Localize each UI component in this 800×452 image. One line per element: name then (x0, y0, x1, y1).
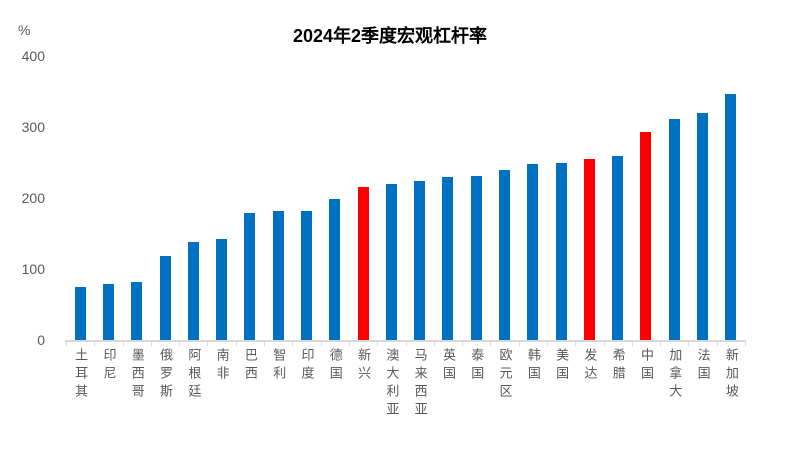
chart-title: 2024年2季度宏观杠杆率 (292, 26, 488, 46)
bar-发达 (583, 158, 595, 340)
bar-泰国 (470, 175, 482, 340)
x-axis-tick (688, 342, 690, 346)
bar-阿根廷 (187, 242, 199, 340)
x-axis-tick (490, 342, 492, 346)
x-axis-tick (462, 342, 464, 346)
x-tick-label: 新加坡 (723, 348, 739, 402)
x-tick-label: 南非 (214, 348, 230, 384)
x-axis-tick (575, 342, 577, 346)
x-tick-label: 法国 (695, 348, 711, 384)
x-tick-label: 发达 (582, 348, 598, 384)
x-axis-line (65, 340, 746, 342)
x-tick-label: 泰国 (469, 348, 485, 384)
y-tick-label: 0 (37, 332, 45, 348)
bar-澳大利亚 (385, 183, 397, 340)
bar-英国 (442, 177, 454, 340)
bar-墨西哥 (131, 282, 143, 340)
x-axis-tick (405, 342, 407, 346)
x-tick-label: 巴西 (242, 348, 258, 384)
x-axis-tick (179, 342, 181, 346)
y-tick-label: 100 (21, 261, 45, 277)
x-tick-label: 加拿大 (667, 348, 683, 402)
bar-俄罗斯 (159, 255, 171, 340)
x-tick-label: 俄罗斯 (158, 348, 174, 402)
x-tick-label: 阿根廷 (186, 348, 202, 402)
bar-加拿大 (668, 119, 680, 340)
bar-印度 (300, 210, 312, 340)
bar-德国 (329, 198, 341, 340)
bar-智利 (272, 211, 284, 340)
x-tick-label: 澳大利亚 (384, 348, 400, 420)
x-tick-label: 马来西亚 (412, 348, 428, 420)
x-tick-label: 英国 (440, 348, 456, 384)
bar-新加坡 (725, 94, 737, 340)
bar-美国 (555, 163, 567, 340)
x-tick-label: 欧元区 (497, 348, 513, 402)
x-axis-tick (292, 342, 294, 346)
x-axis-tick (433, 342, 435, 346)
x-axis-tick (603, 342, 605, 346)
bar-中国 (640, 131, 652, 340)
bar-土耳其 (74, 286, 86, 340)
x-tick-label: 智利 (271, 348, 287, 384)
bar-南非 (216, 239, 228, 340)
y-tick-label: 200 (21, 190, 45, 206)
y-tick-label: 400 (21, 48, 45, 64)
x-axis-tick (716, 342, 718, 346)
x-axis-tick (377, 342, 379, 346)
x-axis-tick (207, 342, 209, 346)
x-tick-label: 中国 (638, 348, 654, 384)
bar-希腊 (612, 156, 624, 340)
y-axis-unit-label: % (18, 22, 31, 38)
x-axis-tick (66, 342, 67, 346)
x-tick-label: 印尼 (101, 348, 117, 384)
x-tick-label: 新兴 (356, 348, 372, 384)
x-axis-tick (518, 342, 520, 346)
x-tick-label: 德国 (327, 348, 343, 384)
x-axis-tick (348, 342, 350, 346)
bar-巴西 (244, 212, 256, 340)
x-axis-tick (264, 342, 266, 346)
x-axis-tick (631, 342, 633, 346)
x-axis-tick (320, 342, 322, 346)
bar-韩国 (527, 163, 539, 340)
x-axis-tick (150, 342, 152, 346)
x-tick-label: 墨西哥 (129, 348, 145, 402)
x-axis-tick (235, 342, 237, 346)
bar-马来西亚 (414, 180, 426, 340)
x-tick-label: 韩国 (525, 348, 541, 384)
x-tick-label: 土耳其 (73, 348, 89, 402)
x-tick-label: 印度 (299, 348, 315, 384)
x-axis-tick (546, 342, 548, 346)
y-tick-label: 300 (21, 119, 45, 135)
x-tick-label: 希腊 (610, 348, 626, 384)
x-axis-tick (122, 342, 124, 346)
x-axis-tick (660, 342, 662, 346)
x-axis-tick (94, 342, 96, 346)
bar-法国 (697, 112, 709, 340)
bar-新兴 (357, 186, 369, 340)
bar-欧元区 (499, 170, 511, 340)
x-tick-label: 美国 (554, 348, 570, 384)
bar-印尼 (102, 283, 114, 340)
x-axis-tick (745, 342, 746, 346)
